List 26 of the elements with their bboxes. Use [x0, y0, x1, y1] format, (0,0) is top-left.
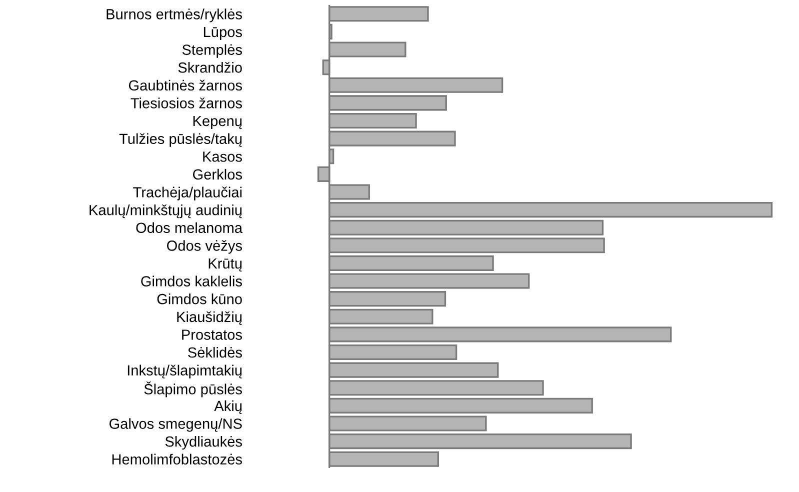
y-tick-label: Gerklos — [192, 168, 242, 180]
y-tick-label: Kepenų — [193, 116, 242, 130]
y-tick-label: Odos vėžys — [167, 240, 242, 254]
y-tick-label: Tulžies pūslės/takų — [119, 133, 242, 147]
y-tick-label: Tiesiosios žarnos — [130, 98, 242, 108]
y-tick-label: Skrandžio — [178, 62, 242, 73]
y-tick-label: Gimdos kūno — [157, 294, 242, 304]
y-tick-label: Krūtų — [208, 258, 242, 272]
y-tick-label: Galvos smegenų/NS — [110, 418, 242, 432]
y-tick-label: Stemplės — [182, 44, 242, 58]
y-tick-label: Odos melanoma — [136, 222, 243, 234]
y-tick-label: Akių — [214, 400, 242, 414]
y-tick-label: Kiaušidžių — [177, 311, 242, 325]
y-tick-label: Prostatos — [182, 330, 242, 340]
y-tick-label: Burnos ertmės/ryklės — [106, 8, 242, 22]
y-tick-label: Skydliaukės — [165, 436, 242, 450]
y-tick-label: Kasos — [203, 152, 242, 162]
y-tick-label: Kaulų/minkštųjų audinių — [90, 204, 242, 218]
y-tick-label: Šlapimo pūslės — [144, 381, 242, 398]
y-tick-label: Sėklidės — [188, 346, 242, 358]
y-tick-label: Hemolimfoblastozės — [112, 454, 242, 465]
y-tick-label: Inkstų/šlapimtakių — [128, 364, 242, 378]
y-tick-label: Lūpos — [204, 26, 242, 40]
y-tick-label: Trachėja/plaučiai — [133, 186, 242, 200]
y-tick-label: Gimdos kaklelis — [141, 276, 242, 286]
y-tick-label: Gaubtinės žarnos — [128, 80, 242, 91]
